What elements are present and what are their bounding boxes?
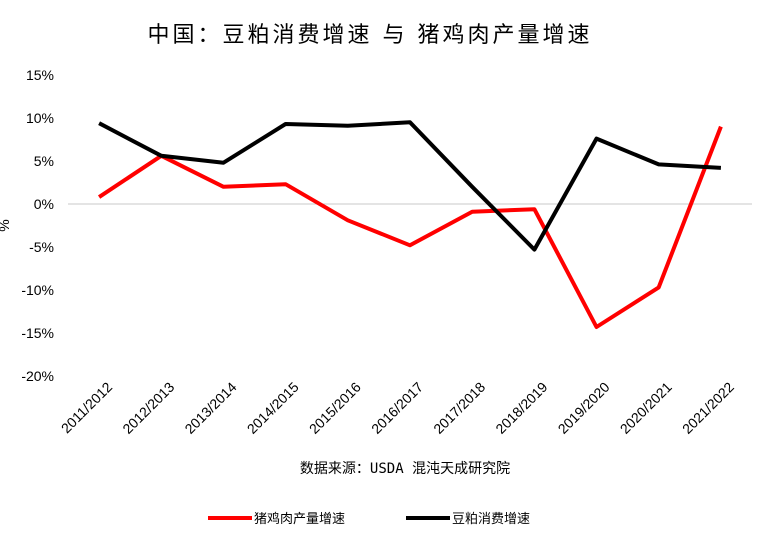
x-tick-label: 2020/2021	[617, 379, 675, 437]
chart-title: 中国：豆粕消费增速 与 猪鸡肉产量增速	[148, 23, 593, 48]
x-tick-label: 2018/2019	[492, 379, 550, 437]
y-tick-label: -10%	[21, 282, 54, 298]
x-tick-label: 2013/2014	[181, 379, 239, 437]
source-note: 数据来源：USDA 混沌天成研究院	[300, 461, 510, 477]
legend-label-0: 猪鸡肉产量增速	[254, 511, 345, 527]
x-tick-label: 2016/2017	[368, 379, 426, 437]
y-axis-label: %	[0, 219, 12, 231]
x-tick-label: 2015/2016	[306, 379, 364, 437]
y-tick-label: 15%	[26, 67, 54, 83]
series-group	[97, 120, 723, 329]
series-line-1	[98, 120, 722, 252]
y-tick-label: -15%	[21, 325, 54, 341]
legend-label-1: 豆粕消费增速	[452, 512, 530, 527]
y-tick-label: 10%	[26, 110, 54, 126]
x-tick-label: 2021/2022	[679, 379, 737, 437]
x-tick-label: 2019/2020	[555, 379, 613, 437]
x-tick-label: 2014/2015	[244, 379, 302, 437]
y-tick-label: 0%	[34, 196, 54, 212]
x-tick-label: 2011/2012	[58, 379, 116, 437]
x-tick-label: 2012/2013	[119, 379, 177, 437]
y-tick-label: -20%	[21, 368, 54, 384]
series-line-0	[97, 125, 723, 329]
y-tick-label: -5%	[29, 239, 54, 255]
y-axis: 15% 10% 5% 0% -5% -10% -15% -20%	[21, 67, 54, 384]
legend: 猪鸡肉产量增速 豆粕消费增速	[208, 511, 530, 527]
y-tick-label: 5%	[34, 153, 54, 169]
x-tick-label: 2017/2018	[430, 379, 488, 437]
x-axis: 2011/2012 2012/2013 2013/2014 2014/2015 2015…	[58, 379, 737, 437]
